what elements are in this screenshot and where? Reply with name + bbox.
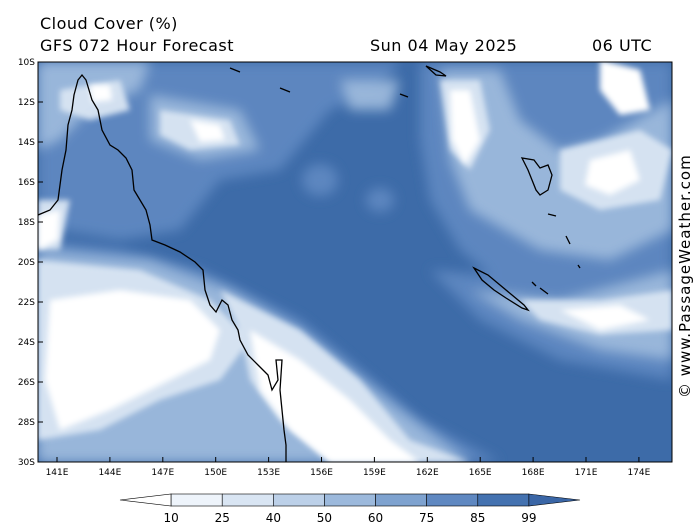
latitude-axis: 10S 12S 14S 16S 18S 20S 22S 24S 26S 28S 30S [18,58,43,468]
lon-label: 159E [363,468,386,478]
coastlines [38,65,581,462]
lon-label: 168E [522,468,545,478]
lon-label: 171E [575,468,598,478]
longitude-axis: 141E 144E 147E 150E 153E 156E 159E 162E 165E 168E… [46,457,651,478]
vanuatu-coastline [520,157,553,196]
lon-label: 153E [257,468,280,478]
lon-label: 150E [204,468,227,478]
colorbar-label: 40 [266,511,281,525]
colorbar-segment [324,493,376,507]
colorbar-label: 10 [163,511,178,525]
colorbar-segment [375,493,427,507]
lat-label: 30S [18,458,35,468]
forecast-date: Sun 04 May 2025 [370,36,518,55]
lon-label: 156E [310,468,333,478]
lon-label: 147E [151,468,174,478]
colorbar-segment [426,493,479,507]
lat-label: 16S [18,178,35,188]
new-caledonia-coastline [472,266,530,312]
lat-label: 18S [18,218,35,228]
colorbar-segment [170,493,223,507]
forecast-time: 06 UTC [592,36,653,55]
chart-subtitle: GFS 072 Hour Forecast [40,36,235,55]
lat-label: 14S [18,138,35,148]
colorbar-label: 85 [470,511,485,525]
lat-label: 28S [18,418,35,428]
lat-label: 20S [18,258,35,268]
australia-coastline [38,73,287,462]
lat-label: 10S [18,58,35,68]
lat-label: 12S [18,98,35,108]
lat-label: 26S [18,378,35,388]
credit-text: © www.PassageWeather.com [676,154,694,398]
lon-label: 141E [46,468,69,478]
colorbar-label: 60 [368,511,383,525]
colorbar-segment [528,493,581,507]
lon-label: 165E [469,468,492,478]
colorbar-segment [221,493,274,507]
colorbar-segment [119,493,172,507]
colorbar-label: 25 [215,511,230,525]
lon-label: 162E [416,468,439,478]
colorbar-segment [477,493,530,507]
chart-title: Cloud Cover (%) [40,14,178,33]
lat-label: 22S [18,298,35,308]
colorbar-label: 75 [419,511,434,525]
colorbar-label: 50 [317,511,332,525]
lon-label: 144E [98,468,121,478]
colorbar: 10 25 40 50 60 75 85 99 [119,493,581,525]
lon-label: 174E [627,468,650,478]
colorbar-label: 99 [521,511,536,525]
lat-label: 24S [18,338,35,348]
cloud-field [38,62,672,462]
colorbar-segment [273,493,325,507]
